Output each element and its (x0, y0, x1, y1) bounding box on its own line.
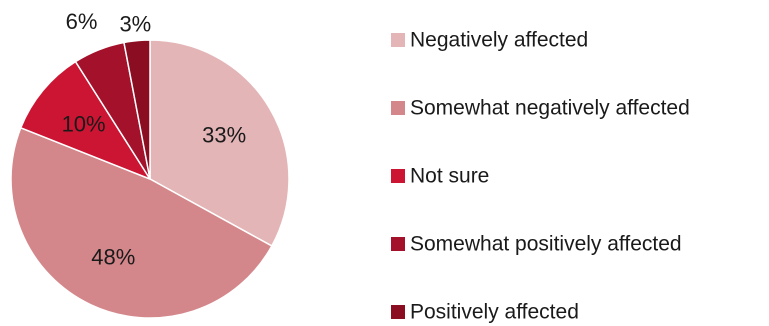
legend-label: Not sure (410, 165, 489, 188)
pie-slice-not-sure (19, 60, 152, 181)
legend-item: Not sure (391, 165, 489, 188)
slice-value-label: 48% (91, 244, 135, 269)
legend-swatch (391, 169, 405, 183)
legend-swatch (391, 237, 405, 251)
slice-value-label: 33% (202, 123, 246, 148)
legend-label: Positively affected (410, 301, 579, 324)
pie-slice-somewhat-negatively-affected (10, 126, 273, 319)
legend-swatch (391, 305, 405, 319)
legend-item: Somewhat negatively affected (391, 97, 690, 120)
slice-value-label: 10% (62, 112, 106, 137)
slice-value-label: 3% (119, 12, 151, 37)
legend-label: Negatively affected (410, 29, 588, 52)
slice-value-labels: 33% 48% 10% 6% 3% (62, 9, 247, 270)
pie-slice-positively-affected (123, 39, 151, 180)
slice-value-label: 6% (66, 9, 98, 34)
legend-label: Somewhat positively affected (410, 233, 682, 256)
legend-label: Somewhat negatively affected (410, 97, 690, 120)
legend-swatch (391, 101, 405, 115)
legend-swatch (391, 33, 405, 47)
legend-item: Negatively affected (391, 29, 588, 52)
pie-slice-negatively-affected (149, 39, 290, 247)
legend-item: Somewhat positively affected (391, 233, 682, 256)
pie-slices (10, 39, 290, 319)
legend-item: Positively affected (391, 301, 579, 324)
legend: Negatively affected Somewhat negatively a… (391, 29, 690, 324)
